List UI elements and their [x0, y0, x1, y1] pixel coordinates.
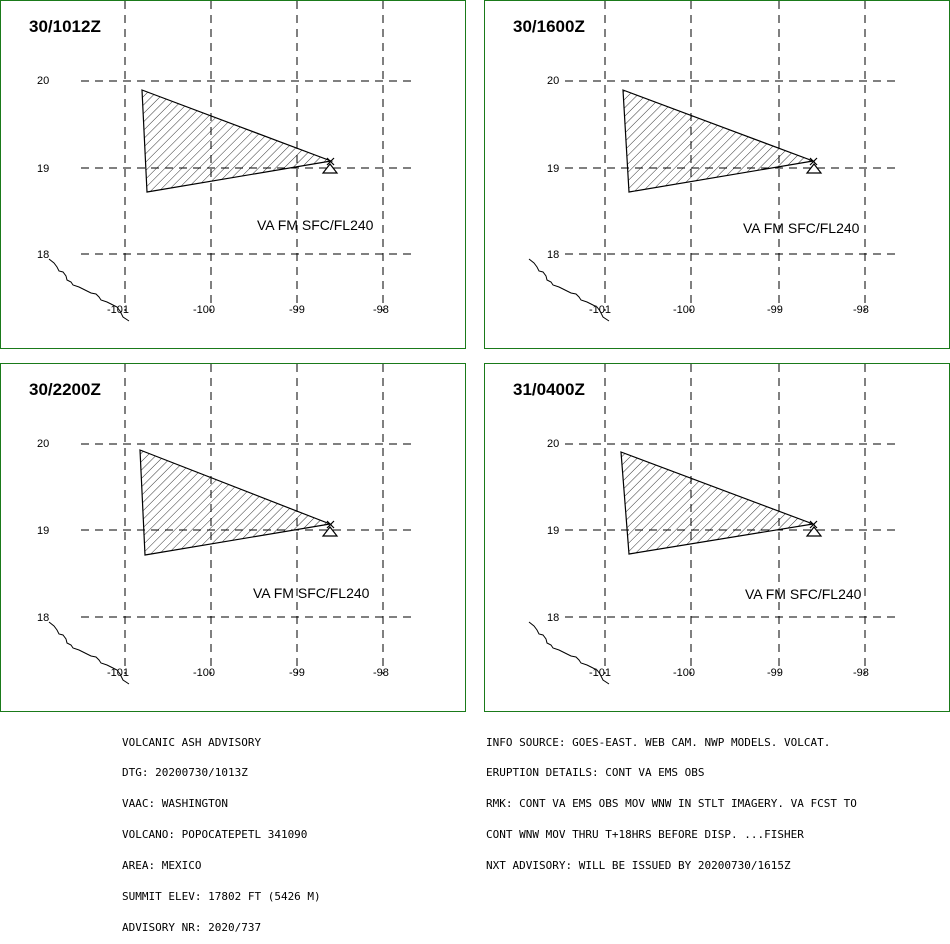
- lat-label: 18: [547, 249, 559, 261]
- ash-cloud-polygon: [139, 449, 333, 556]
- advisory-line: VOLCANIC ASH ADVISORY: [122, 735, 262, 749]
- ash-cloud-polygon: [622, 89, 816, 193]
- map-graphic: 20 19 18 -101 -100 -99 -98 VA FM SFC/FL2…: [37, 364, 413, 685]
- info-line: ERUPTION DETAILS: CONT VA EMS OBS: [486, 766, 705, 780]
- lon-label: -99: [289, 667, 305, 679]
- lon-label: -99: [767, 304, 783, 316]
- va-altitude-label: VA FM SFC/FL240: [253, 585, 370, 601]
- lat-label: 18: [37, 249, 49, 261]
- va-altitude-label: VA FM SFC/FL240: [745, 586, 862, 602]
- ash-cloud-polygon: [141, 89, 334, 193]
- info-line: NXT ADVISORY: WILL BE ISSUED BY 20200730…: [486, 859, 791, 873]
- eruption-info-block: INFO SOURCE: GOES-EAST. WEB CAM. NWP MOD…: [486, 717, 857, 882]
- panel-time-title: 30/1600Z: [513, 17, 585, 36]
- info-line: CONT WNW MOV THRU T+18HRS BEFORE DISP. .…: [486, 828, 804, 842]
- lon-label: -100: [193, 667, 215, 679]
- lon-label: -99: [767, 667, 783, 679]
- advisory-line: SUMMIT ELEV: 17802 FT (5426 M): [122, 890, 321, 904]
- map-graphic: 20 19 18 -101 -100 -99 -98 VA FM SFC/FL2…: [528, 364, 897, 685]
- lat-label: 20: [37, 75, 49, 87]
- lon-label: -98: [373, 667, 389, 679]
- lat-label: 20: [37, 438, 49, 450]
- va-altitude-label: VA FM SFC/FL240: [257, 217, 374, 233]
- advisory-line: AREA: MEXICO: [122, 859, 202, 873]
- volcano-icon: [805, 520, 823, 537]
- lon-label: -101: [589, 667, 611, 679]
- lat-label: 20: [547, 75, 559, 87]
- volcano-icon: [321, 157, 339, 174]
- map-panel-2: 30/1600Z 20 19 18 -101 -100 -99 -98: [484, 0, 950, 349]
- advisory-line: VAAC: WASHINGTON: [122, 797, 228, 811]
- coastline: [528, 621, 610, 685]
- map-panel-1: 30/1012Z 20 19 18 -101 -100 -99 -98: [0, 0, 466, 349]
- advisory-line: DTG: 20200730/1013Z: [122, 766, 248, 780]
- lon-label: -98: [853, 304, 869, 316]
- lat-label: 18: [547, 612, 559, 624]
- info-line: RMK: CONT VA EMS OBS MOV WNW IN STLT IMA…: [486, 797, 857, 811]
- lat-label: 19: [37, 163, 49, 175]
- lon-label: -100: [193, 304, 215, 316]
- map-panel-4: 31/0400Z 20 19 18 -101 -100 -99 -98: [484, 363, 950, 712]
- volcano-icon: [321, 520, 339, 537]
- va-altitude-label: VA FM SFC/FL240: [743, 220, 860, 236]
- lon-label: -101: [589, 304, 611, 316]
- lon-label: -101: [107, 667, 129, 679]
- map-graphic: 20 19 18 -101 -100 -99 -98 VA FM SFC/FL2…: [528, 1, 897, 322]
- advisory-line: VOLCANO: POPOCATEPETL 341090: [122, 828, 308, 842]
- lon-label: -101: [107, 304, 129, 316]
- ash-cloud-polygon: [620, 451, 816, 555]
- lon-label: -100: [673, 304, 695, 316]
- panel-time-title: 30/1012Z: [29, 17, 101, 36]
- coastline: [528, 258, 610, 322]
- volcano-icon: [805, 157, 823, 174]
- map-panel-3: 30/2200Z 20 19 18 -101 -100 -99 -98: [0, 363, 466, 712]
- lon-label: -98: [853, 667, 869, 679]
- lat-label: 19: [547, 163, 559, 175]
- lon-label: -98: [373, 304, 389, 316]
- lon-label: -99: [289, 304, 305, 316]
- panel-time-title: 31/0400Z: [513, 380, 585, 399]
- map-graphic: 20 19 18 -101 -100 -99 -98 VA FM SFC/FL2…: [37, 1, 413, 322]
- advisory-line: ADVISORY NR: 2020/737: [122, 920, 262, 934]
- coastline: [48, 258, 130, 322]
- info-line: INFO SOURCE: GOES-EAST. WEB CAM. NWP MOD…: [486, 735, 831, 749]
- lon-label: -100: [673, 667, 695, 679]
- lat-label: 19: [37, 525, 49, 537]
- panel-time-title: 30/2200Z: [29, 380, 101, 399]
- advisory-info-block: VOLCANIC ASH ADVISORY DTG: 20200730/1013…: [122, 717, 321, 944]
- lat-label: 18: [37, 612, 49, 624]
- coastline: [48, 621, 130, 685]
- lat-label: 19: [547, 525, 559, 537]
- lat-label: 20: [547, 438, 559, 450]
